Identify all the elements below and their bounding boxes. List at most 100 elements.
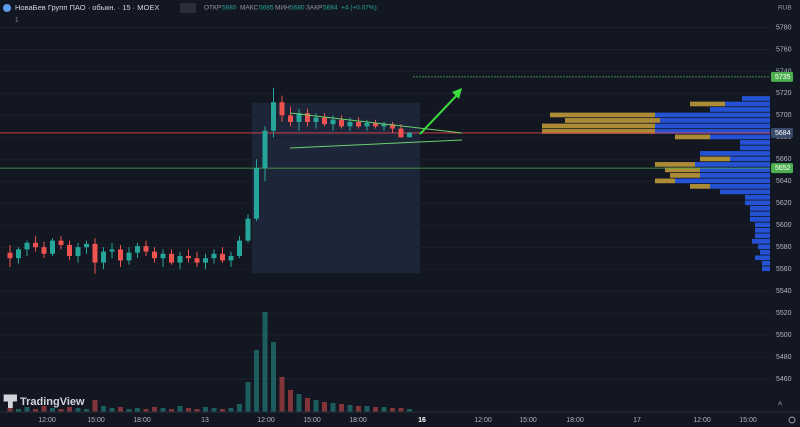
- low-label: МИН: [275, 5, 290, 12]
- high: 5685: [259, 5, 274, 12]
- y-tick-label: 5560: [776, 266, 792, 273]
- candle-body: [41, 247, 47, 254]
- volume-bar: [75, 408, 81, 412]
- profile-down: [675, 134, 710, 140]
- profile-up: [660, 118, 770, 123]
- profile-up: [752, 238, 770, 244]
- profile-up: [755, 233, 770, 239]
- y-tick-label: 5640: [776, 178, 792, 185]
- profile-up: [725, 101, 770, 107]
- profile-up: [700, 151, 770, 156]
- candle-body: [398, 128, 404, 138]
- profile-up: [675, 178, 770, 184]
- y-tick-label: 5460: [776, 376, 792, 383]
- candle-body: [211, 253, 217, 259]
- y-tick-label: 5700: [776, 112, 792, 119]
- profile-up: [710, 107, 770, 112]
- x-tick-label: 12:00: [693, 417, 711, 424]
- triangle-upper: [289, 112, 463, 134]
- y-tick-label: 5760: [776, 46, 792, 53]
- candle-body: [288, 115, 293, 122]
- x-tick-label: 17: [633, 417, 641, 424]
- close-label: ЗАКР: [306, 5, 322, 12]
- candle-body: [143, 246, 149, 252]
- volume-bar: [228, 408, 234, 412]
- profile-down: [665, 167, 700, 173]
- candle-body: [262, 130, 268, 169]
- profile-up: [750, 216, 770, 222]
- candle-body: [186, 255, 191, 259]
- profile-up: [740, 140, 770, 145]
- profile-up: [655, 112, 770, 118]
- profile-up: [700, 173, 770, 178]
- x-tick-label: 15:00: [303, 417, 321, 424]
- price-tag: [771, 71, 793, 82]
- x-tick-label: 12:00: [38, 417, 56, 424]
- candle-body: [381, 124, 387, 127]
- profile-up: [755, 227, 770, 233]
- candle-body: [67, 245, 72, 256]
- profile-up: [655, 129, 770, 134]
- y-tick-label: 5600: [776, 222, 792, 229]
- candle-body: [101, 251, 106, 263]
- currency: RUB: [778, 5, 792, 12]
- profile-up: [762, 266, 770, 272]
- auto-button[interactable]: A: [778, 401, 783, 408]
- x-tick-label: 16: [418, 417, 426, 424]
- candle-body: [194, 258, 200, 263]
- marks: [0, 26, 770, 412]
- candle-body: [177, 255, 183, 263]
- x-tick-label: 15:00: [519, 417, 537, 424]
- volume-bar: [381, 407, 387, 412]
- profile-up: [755, 222, 770, 228]
- profile-up: [695, 162, 770, 167]
- volume-bar: [126, 409, 132, 412]
- candle-body: [203, 258, 208, 263]
- profile-up: [730, 156, 770, 162]
- candle-body: [109, 249, 115, 252]
- volume-bar: [390, 408, 395, 412]
- candle-body: [220, 253, 225, 261]
- profile-down: [700, 156, 730, 162]
- profile-up: [655, 123, 770, 129]
- candle-body: [118, 249, 123, 261]
- candle-body: [322, 117, 327, 125]
- volume-bar: [118, 407, 123, 412]
- profile-down: [542, 129, 655, 134]
- x-tick-label: 15:00: [739, 417, 757, 424]
- volume-bar: [177, 406, 183, 412]
- candle-body: [279, 102, 285, 116]
- candle-body: [228, 255, 234, 261]
- y-tick-label: 5480: [776, 354, 792, 361]
- profile-up: [762, 260, 770, 266]
- price-axis: [770, 0, 800, 412]
- candle-body: [339, 119, 344, 127]
- arrow-head: [452, 88, 462, 99]
- profile-up: [740, 145, 770, 151]
- volume-bar: [296, 394, 302, 412]
- price-tag: [771, 163, 793, 174]
- y-tick-label: 5580: [776, 244, 792, 251]
- volume-bar: [347, 405, 353, 412]
- candle-body: [169, 253, 174, 263]
- indicator-count[interactable]: 1: [15, 17, 19, 24]
- volume-bar: [245, 382, 251, 412]
- volume-bar: [220, 409, 225, 412]
- volume-bar: [92, 400, 98, 412]
- change: +4 (+0.07%): [341, 5, 377, 12]
- volume-bar: [58, 409, 64, 412]
- arrow: [419, 93, 459, 135]
- profile-up: [700, 167, 770, 173]
- volume-bar: [356, 406, 361, 412]
- candle-body: [245, 218, 251, 241]
- settings[interactable]: [788, 416, 796, 424]
- volume-bar: [407, 409, 412, 412]
- candle-body: [135, 246, 140, 253]
- price-tag: [771, 127, 793, 138]
- volume-bar: [322, 402, 327, 412]
- toggle[interactable]: [180, 3, 196, 13]
- volume-bar: [288, 390, 293, 412]
- x-tick-label: 18:00: [349, 417, 367, 424]
- volume-bar: [16, 409, 21, 412]
- volume-bar: [152, 407, 157, 412]
